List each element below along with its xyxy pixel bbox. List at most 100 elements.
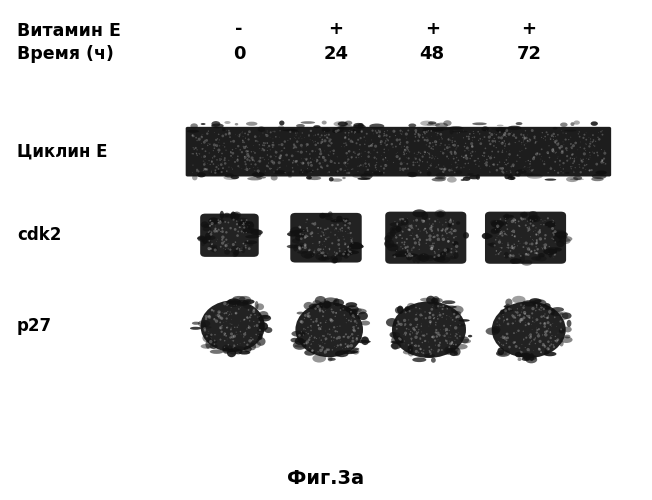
Point	[466, 150, 476, 158]
Point	[380, 160, 391, 168]
Point	[451, 145, 461, 153]
Point	[402, 138, 413, 146]
Point	[217, 224, 228, 232]
Point	[408, 244, 419, 252]
Ellipse shape	[290, 227, 301, 234]
Point	[230, 324, 240, 332]
Point	[415, 334, 425, 342]
Point	[419, 128, 430, 136]
Point	[414, 238, 424, 246]
Point	[502, 225, 512, 233]
Point	[460, 160, 471, 168]
Point	[358, 161, 368, 169]
Point	[212, 228, 222, 235]
Point	[584, 142, 595, 150]
Ellipse shape	[574, 120, 580, 124]
Point	[550, 158, 561, 166]
Point	[433, 330, 443, 338]
Ellipse shape	[353, 308, 362, 312]
Point	[411, 232, 422, 239]
Ellipse shape	[344, 120, 352, 126]
Point	[209, 336, 220, 344]
Point	[488, 137, 498, 145]
Point	[419, 226, 429, 234]
Point	[319, 132, 330, 140]
Ellipse shape	[437, 212, 444, 218]
Point	[319, 147, 329, 155]
Point	[447, 160, 457, 168]
Point	[584, 166, 595, 174]
Point	[524, 245, 534, 253]
Point	[445, 228, 456, 236]
Point	[188, 132, 198, 140]
Point	[400, 164, 410, 172]
Point	[587, 131, 598, 139]
Ellipse shape	[209, 244, 217, 248]
Point	[592, 148, 602, 156]
Point	[249, 306, 259, 314]
Point	[342, 342, 353, 350]
Point	[315, 342, 325, 350]
Point	[557, 126, 567, 134]
Point	[270, 148, 280, 156]
Point	[209, 128, 220, 136]
Ellipse shape	[227, 349, 236, 357]
Point	[533, 332, 544, 340]
Point	[220, 246, 231, 254]
Ellipse shape	[271, 175, 278, 180]
Point	[215, 217, 226, 225]
Point	[539, 312, 549, 320]
Point	[449, 168, 460, 176]
Point	[200, 155, 211, 163]
Point	[515, 148, 526, 156]
Point	[403, 126, 413, 134]
Point	[440, 246, 451, 254]
Point	[253, 167, 263, 175]
Point	[434, 136, 445, 143]
Ellipse shape	[352, 174, 367, 178]
Point	[524, 223, 534, 231]
Point	[229, 302, 239, 310]
Point	[218, 318, 229, 326]
Point	[235, 131, 245, 139]
Point	[191, 134, 201, 141]
Point	[348, 148, 359, 156]
Ellipse shape	[190, 327, 201, 330]
Ellipse shape	[391, 244, 397, 247]
Point	[484, 167, 495, 175]
Point	[200, 159, 211, 167]
Point	[415, 346, 426, 354]
Point	[518, 137, 529, 145]
Point	[338, 305, 348, 313]
Point	[226, 310, 237, 318]
Point	[340, 166, 350, 174]
Point	[425, 350, 436, 358]
Point	[247, 154, 258, 162]
Point	[447, 316, 458, 324]
Point	[418, 218, 428, 226]
Point	[585, 138, 595, 145]
Point	[353, 136, 363, 144]
Point	[201, 312, 212, 320]
Point	[511, 311, 521, 319]
Point	[444, 343, 454, 351]
Point	[408, 252, 418, 260]
Point	[532, 138, 542, 145]
Point	[329, 342, 340, 350]
Point	[432, 312, 443, 320]
Point	[273, 166, 283, 173]
Ellipse shape	[256, 337, 265, 346]
Point	[392, 220, 402, 228]
Point	[343, 156, 353, 164]
Point	[303, 312, 313, 320]
Point	[520, 215, 531, 223]
Point	[518, 335, 529, 343]
Point	[224, 163, 234, 171]
Ellipse shape	[250, 341, 261, 348]
Point	[493, 148, 503, 156]
Point	[396, 320, 406, 328]
Point	[319, 252, 330, 260]
Point	[334, 240, 344, 248]
Ellipse shape	[497, 124, 503, 126]
Point	[540, 136, 550, 144]
